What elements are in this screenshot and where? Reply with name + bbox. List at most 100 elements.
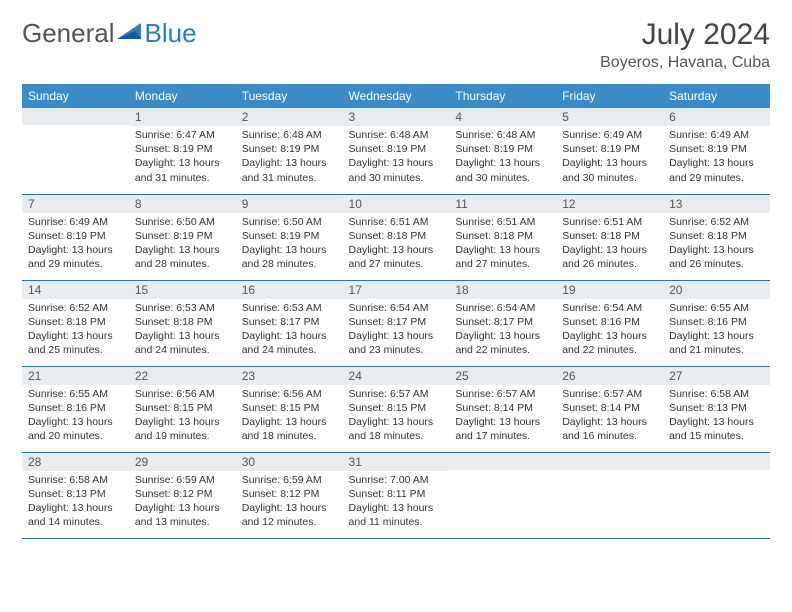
day-line: Sunset: 8:18 PM bbox=[135, 315, 230, 329]
day-number: 1 bbox=[129, 108, 236, 126]
day-line: and 22 minutes. bbox=[455, 343, 550, 357]
calendar-day-cell: 22Sunrise: 6:56 AMSunset: 8:15 PMDayligh… bbox=[129, 366, 236, 452]
day-line: and 31 minutes. bbox=[242, 171, 337, 185]
day-line: and 26 minutes. bbox=[669, 257, 764, 271]
day-line: Sunset: 8:15 PM bbox=[242, 401, 337, 415]
day-number: 17 bbox=[343, 281, 450, 299]
day-number: 6 bbox=[663, 108, 770, 126]
day-line: Daylight: 13 hours bbox=[349, 243, 444, 257]
weekday-header: Wednesday bbox=[343, 84, 450, 108]
calendar-day-cell: 27Sunrise: 6:58 AMSunset: 8:13 PMDayligh… bbox=[663, 366, 770, 452]
day-line: Sunrise: 6:52 AM bbox=[669, 215, 764, 229]
weekday-header: Sunday bbox=[22, 84, 129, 108]
day-line: Daylight: 13 hours bbox=[135, 329, 230, 343]
day-line: Sunrise: 6:58 AM bbox=[28, 473, 123, 487]
day-content: Sunrise: 6:57 AMSunset: 8:14 PMDaylight:… bbox=[556, 385, 663, 448]
day-line: Daylight: 13 hours bbox=[669, 243, 764, 257]
day-line: Sunset: 8:17 PM bbox=[349, 315, 444, 329]
day-line: Sunset: 8:12 PM bbox=[242, 487, 337, 501]
day-line: Sunrise: 6:59 AM bbox=[135, 473, 230, 487]
day-line: Sunrise: 6:53 AM bbox=[242, 301, 337, 315]
calendar-day-cell: 14Sunrise: 6:52 AMSunset: 8:18 PMDayligh… bbox=[22, 280, 129, 366]
day-line: Sunrise: 6:51 AM bbox=[349, 215, 444, 229]
day-number: 12 bbox=[556, 195, 663, 213]
day-number: 4 bbox=[449, 108, 556, 126]
calendar-week-row: 14Sunrise: 6:52 AMSunset: 8:18 PMDayligh… bbox=[22, 280, 770, 366]
day-line: and 22 minutes. bbox=[562, 343, 657, 357]
calendar-day-cell bbox=[556, 452, 663, 538]
day-content: Sunrise: 6:58 AMSunset: 8:13 PMDaylight:… bbox=[663, 385, 770, 448]
day-line: Sunset: 8:19 PM bbox=[669, 142, 764, 156]
day-content: Sunrise: 6:51 AMSunset: 8:18 PMDaylight:… bbox=[343, 213, 450, 276]
day-line: and 30 minutes. bbox=[562, 171, 657, 185]
day-content: Sunrise: 6:53 AMSunset: 8:17 PMDaylight:… bbox=[236, 299, 343, 362]
day-line: Sunset: 8:18 PM bbox=[349, 229, 444, 243]
day-line: Sunrise: 6:50 AM bbox=[135, 215, 230, 229]
day-number bbox=[22, 108, 129, 125]
day-line: Daylight: 13 hours bbox=[242, 501, 337, 515]
day-line: Sunset: 8:17 PM bbox=[455, 315, 550, 329]
day-line: Sunrise: 6:49 AM bbox=[562, 128, 657, 142]
day-line: Sunset: 8:15 PM bbox=[135, 401, 230, 415]
weekday-header: Thursday bbox=[449, 84, 556, 108]
day-line: and 23 minutes. bbox=[349, 343, 444, 357]
day-number bbox=[556, 453, 663, 470]
calendar-day-cell: 23Sunrise: 6:56 AMSunset: 8:15 PMDayligh… bbox=[236, 366, 343, 452]
calendar-day-cell: 6Sunrise: 6:49 AMSunset: 8:19 PMDaylight… bbox=[663, 108, 770, 194]
day-number: 5 bbox=[556, 108, 663, 126]
day-line: Sunset: 8:19 PM bbox=[562, 142, 657, 156]
weekday-header: Monday bbox=[129, 84, 236, 108]
day-line: and 26 minutes. bbox=[562, 257, 657, 271]
day-line: Sunset: 8:19 PM bbox=[28, 229, 123, 243]
calendar-day-cell: 12Sunrise: 6:51 AMSunset: 8:18 PMDayligh… bbox=[556, 194, 663, 280]
calendar-day-cell: 24Sunrise: 6:57 AMSunset: 8:15 PMDayligh… bbox=[343, 366, 450, 452]
calendar-day-cell: 10Sunrise: 6:51 AMSunset: 8:18 PMDayligh… bbox=[343, 194, 450, 280]
day-number bbox=[663, 453, 770, 470]
day-line: and 20 minutes. bbox=[28, 429, 123, 443]
day-content: Sunrise: 6:56 AMSunset: 8:15 PMDaylight:… bbox=[236, 385, 343, 448]
day-line: and 28 minutes. bbox=[135, 257, 230, 271]
day-number: 24 bbox=[343, 367, 450, 385]
day-line: Sunset: 8:16 PM bbox=[562, 315, 657, 329]
day-number: 2 bbox=[236, 108, 343, 126]
calendar-day-cell bbox=[663, 452, 770, 538]
day-line: and 29 minutes. bbox=[669, 171, 764, 185]
calendar-day-cell: 25Sunrise: 6:57 AMSunset: 8:14 PMDayligh… bbox=[449, 366, 556, 452]
day-content: Sunrise: 6:50 AMSunset: 8:19 PMDaylight:… bbox=[129, 213, 236, 276]
day-line: Daylight: 13 hours bbox=[28, 415, 123, 429]
logo-text-blue: Blue bbox=[145, 18, 197, 49]
day-line: Sunrise: 6:50 AM bbox=[242, 215, 337, 229]
day-line: Daylight: 13 hours bbox=[242, 329, 337, 343]
calendar-day-cell: 21Sunrise: 6:55 AMSunset: 8:16 PMDayligh… bbox=[22, 366, 129, 452]
day-line: and 18 minutes. bbox=[242, 429, 337, 443]
day-number: 28 bbox=[22, 453, 129, 471]
day-line: and 25 minutes. bbox=[28, 343, 123, 357]
calendar-body: 1Sunrise: 6:47 AMSunset: 8:19 PMDaylight… bbox=[22, 108, 770, 538]
day-number: 25 bbox=[449, 367, 556, 385]
calendar-week-row: 7Sunrise: 6:49 AMSunset: 8:19 PMDaylight… bbox=[22, 194, 770, 280]
header: General Blue July 2024 Boyeros, Havana, … bbox=[22, 18, 770, 72]
calendar-day-cell: 3Sunrise: 6:48 AMSunset: 8:19 PMDaylight… bbox=[343, 108, 450, 194]
day-content: Sunrise: 6:56 AMSunset: 8:15 PMDaylight:… bbox=[129, 385, 236, 448]
day-line: and 16 minutes. bbox=[562, 429, 657, 443]
day-line: Sunrise: 6:56 AM bbox=[242, 387, 337, 401]
day-content: Sunrise: 6:52 AMSunset: 8:18 PMDaylight:… bbox=[663, 213, 770, 276]
day-line: and 24 minutes. bbox=[242, 343, 337, 357]
day-line: and 27 minutes. bbox=[349, 257, 444, 271]
logo: General Blue bbox=[22, 18, 197, 49]
day-line: Sunrise: 6:49 AM bbox=[28, 215, 123, 229]
day-line: Sunset: 8:12 PM bbox=[135, 487, 230, 501]
day-line: Sunrise: 6:54 AM bbox=[349, 301, 444, 315]
day-line: Sunrise: 6:55 AM bbox=[28, 387, 123, 401]
day-line: Sunrise: 6:58 AM bbox=[669, 387, 764, 401]
day-content: Sunrise: 6:59 AMSunset: 8:12 PMDaylight:… bbox=[129, 471, 236, 534]
calendar-day-cell: 31Sunrise: 7:00 AMSunset: 8:11 PMDayligh… bbox=[343, 452, 450, 538]
calendar-day-cell: 26Sunrise: 6:57 AMSunset: 8:14 PMDayligh… bbox=[556, 366, 663, 452]
day-line: Daylight: 13 hours bbox=[669, 329, 764, 343]
calendar-day-cell: 17Sunrise: 6:54 AMSunset: 8:17 PMDayligh… bbox=[343, 280, 450, 366]
day-line: Sunrise: 6:48 AM bbox=[455, 128, 550, 142]
day-number: 26 bbox=[556, 367, 663, 385]
day-number: 31 bbox=[343, 453, 450, 471]
day-content: Sunrise: 6:59 AMSunset: 8:12 PMDaylight:… bbox=[236, 471, 343, 534]
day-content: Sunrise: 6:51 AMSunset: 8:18 PMDaylight:… bbox=[556, 213, 663, 276]
